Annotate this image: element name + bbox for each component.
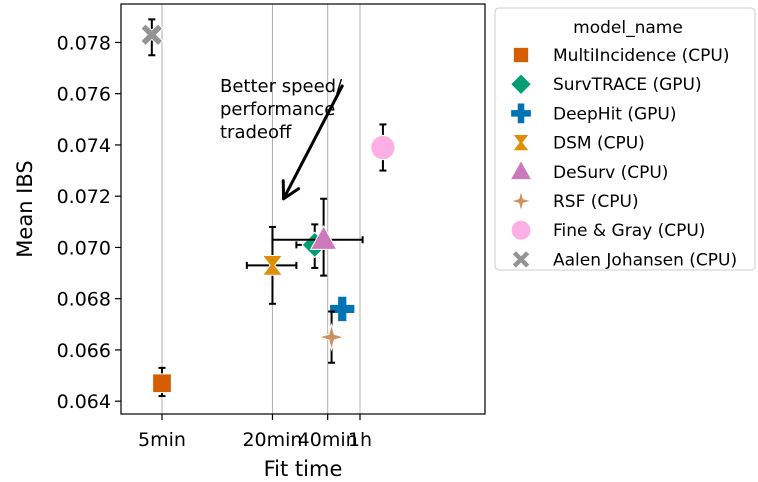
data-marker xyxy=(317,322,347,352)
data-marker xyxy=(152,373,172,394)
x-tick-label: 20min xyxy=(242,429,302,451)
legend-item: SurvTRACE (GPU) xyxy=(509,73,702,96)
legend-item: Fine & Gray (CPU) xyxy=(510,219,705,241)
annotation-arrow xyxy=(282,84,344,201)
legend-label: MultiIncidence (CPU) xyxy=(553,46,729,66)
legend-item: DeSurv (CPU) xyxy=(509,159,668,183)
data-marker xyxy=(309,224,338,250)
legend-marker xyxy=(510,219,532,241)
legend-label: SurvTRACE (GPU) xyxy=(553,75,702,95)
annotation-text: tradeoff xyxy=(220,122,292,143)
legend-marker xyxy=(509,73,533,96)
legend-label: RSF (CPU) xyxy=(553,192,639,212)
y-tick-label: 0.074 xyxy=(57,135,111,157)
y-tick-label: 0.070 xyxy=(57,237,111,259)
legend-title: model_name xyxy=(573,18,683,38)
legend-marker xyxy=(512,46,530,64)
y-tick-label: 0.078 xyxy=(57,32,111,54)
series-point xyxy=(317,310,347,364)
annotation-arrowhead xyxy=(281,179,301,201)
legend-item: DeepHit (GPU) xyxy=(510,102,677,125)
legend-label: Fine & Gray (CPU) xyxy=(553,221,705,241)
series-point xyxy=(329,295,356,323)
legend-item: Aalen Johansen (CPU) xyxy=(511,249,737,270)
legend: model_name MultiIncidence (CPU) SurvTRACE … xyxy=(494,7,756,271)
legend-marker xyxy=(508,188,534,214)
x-axis-label: Fit time xyxy=(264,457,343,481)
x-tick-label: 40min xyxy=(298,429,358,451)
annotation-text: performance xyxy=(220,99,335,120)
y-tick-label: 0.068 xyxy=(57,289,111,311)
series-point xyxy=(370,123,396,172)
y-tick-label: 0.064 xyxy=(57,391,111,413)
data-marker xyxy=(140,23,164,47)
legend-label: DeepHit (GPU) xyxy=(553,104,677,124)
legend-label: DSM (CPU) xyxy=(553,134,645,154)
annotation-text: Better speed/ xyxy=(220,76,343,97)
x-tick-label: 5min xyxy=(138,429,186,451)
data-marker xyxy=(329,295,356,323)
x-tick-label: 1h xyxy=(348,429,372,451)
data-marker xyxy=(370,134,396,161)
data-points xyxy=(140,18,396,398)
legend-item: DSM (CPU) xyxy=(511,134,645,154)
legend-marker xyxy=(511,249,531,270)
series-point xyxy=(152,366,172,398)
y-axis: 0.064 0.066 0.068 0.070 0.072 0.074 0.076 0.078 xyxy=(57,32,121,413)
legend-label: DeSurv (CPU) xyxy=(553,163,668,183)
series-point xyxy=(271,197,364,277)
series-point xyxy=(140,18,164,57)
data-marker xyxy=(261,254,284,276)
legend-marker xyxy=(510,102,532,125)
legend-marker xyxy=(511,134,531,152)
y-tick-label: 0.076 xyxy=(57,84,111,106)
y-tick-label: 0.066 xyxy=(57,340,111,362)
y-tick-label: 0.072 xyxy=(57,186,111,208)
grid-lines xyxy=(161,4,361,414)
legend-item: RSF (CPU) xyxy=(508,188,639,214)
legend-label: Aalen Johansen (CPU) xyxy=(553,250,737,270)
plot-frame xyxy=(120,3,486,415)
legend-marker xyxy=(509,159,533,181)
legend-box xyxy=(494,7,756,271)
y-axis-label: Mean IBS xyxy=(13,160,37,257)
legend-item: MultiIncidence (CPU) xyxy=(512,46,729,66)
